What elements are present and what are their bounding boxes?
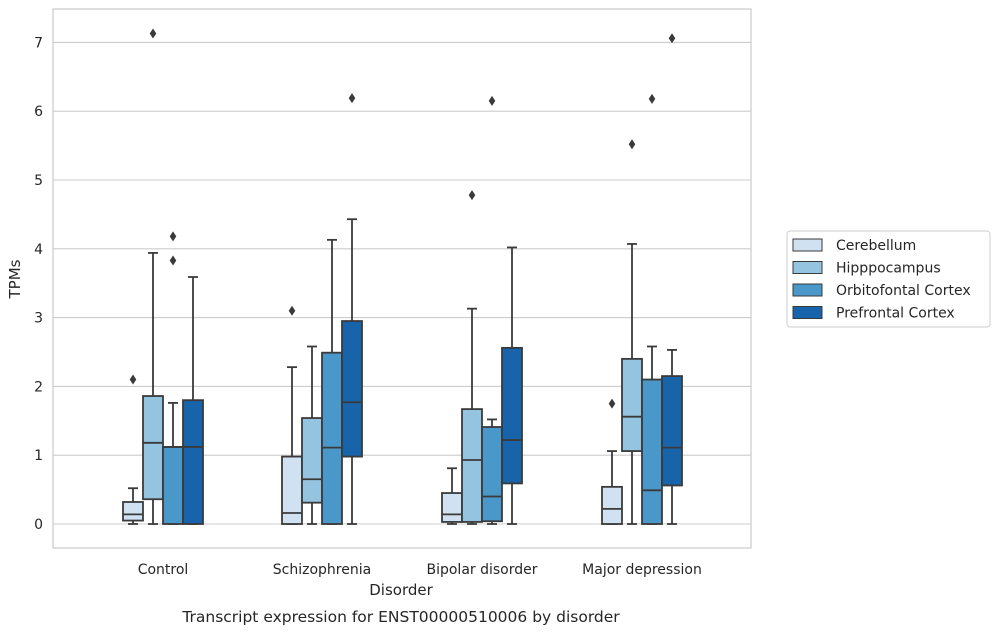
box-3-1: [341, 93, 363, 525]
box-2-0: [162, 231, 184, 525]
chart-caption: Transcript expression for ENST0000051000…: [181, 608, 620, 626]
legend-label: Orbitofontal Cortex: [836, 283, 971, 299]
outlier-point: [348, 93, 356, 104]
y-tick-label: 7: [34, 35, 43, 51]
box-2-1: [321, 238, 343, 525]
box-iqr: [641, 378, 663, 525]
box-iqr: [321, 351, 343, 525]
legend-swatch: [792, 283, 823, 297]
box-iqr: [621, 357, 643, 452]
outlier-point: [169, 255, 177, 266]
outlier-point: [149, 28, 157, 39]
box-3-3: [661, 33, 683, 525]
x-tick-labels: Control Schizophrenia Bipolar disorder Majo…: [138, 562, 702, 578]
box-2-2: [481, 95, 503, 525]
box-iqr: [341, 320, 363, 458]
box-3-0: [182, 276, 204, 525]
y-tick-label: 4: [34, 242, 43, 258]
outlier-point: [648, 93, 656, 104]
box-1-0: [142, 28, 164, 525]
box-iqr: [481, 426, 503, 523]
y-tick-label: 3: [34, 311, 43, 327]
x-tick-label: Schizophrenia: [273, 562, 371, 578]
outlier-point: [468, 190, 476, 201]
box-iqr: [501, 346, 523, 485]
box-iqr: [661, 375, 683, 487]
legend-frame: [786, 230, 991, 328]
outlier-point: [169, 231, 177, 242]
box-iqr: [461, 408, 483, 523]
box-2-3: [641, 93, 663, 525]
y-tick-labels: 0 1 2 3 4 5 6 7: [34, 35, 43, 533]
box-1-2: [461, 190, 483, 525]
outlier-point: [129, 374, 137, 385]
box-iqr: [122, 501, 144, 522]
plot-frame: [52, 8, 752, 549]
plot-boxes: [122, 28, 683, 525]
y-tick-label: 5: [34, 173, 43, 189]
x-tick-label: Bipolar disorder: [426, 562, 537, 578]
outlier-point: [488, 95, 496, 106]
outlier-point: [668, 33, 676, 44]
box-0-2: [441, 467, 463, 525]
box-iqr: [601, 485, 623, 525]
legend: Cerebellum Hipppocampus Orbitofontal Corte…: [786, 230, 991, 328]
box-iqr: [142, 395, 164, 501]
x-tick-label: Control: [138, 562, 189, 578]
box-iqr: [441, 492, 463, 523]
outlier-point: [288, 305, 296, 316]
legend-label: Prefrontal Cortex: [836, 306, 955, 322]
box-1-3: [621, 139, 643, 525]
legend-swatch: [792, 261, 823, 274]
box-0-3: [601, 398, 623, 525]
box-3-2: [501, 246, 523, 525]
y-tick-label: 1: [34, 448, 43, 464]
legend-label: Hipppocampus: [836, 261, 941, 277]
box-iqr: [301, 417, 323, 504]
legend-label: Cerebellum: [836, 238, 916, 254]
x-tick-label: Major depression: [582, 562, 702, 578]
outlier-point: [628, 139, 636, 150]
y-tick-label: 2: [34, 379, 43, 395]
legend-swatch: [792, 238, 823, 252]
y-tick-label: 6: [34, 104, 43, 120]
box-1-1: [301, 345, 323, 525]
box-iqr: [182, 399, 204, 525]
y-tick-label: 0: [34, 517, 43, 533]
x-axis-label: Disorder: [369, 581, 433, 599]
y-axis-label: TPMs: [6, 259, 24, 299]
legend-swatch: [792, 306, 823, 319]
box-0-0: [122, 374, 144, 525]
box-0-1: [281, 305, 303, 525]
box-iqr: [162, 446, 184, 525]
outlier-point: [608, 398, 616, 409]
